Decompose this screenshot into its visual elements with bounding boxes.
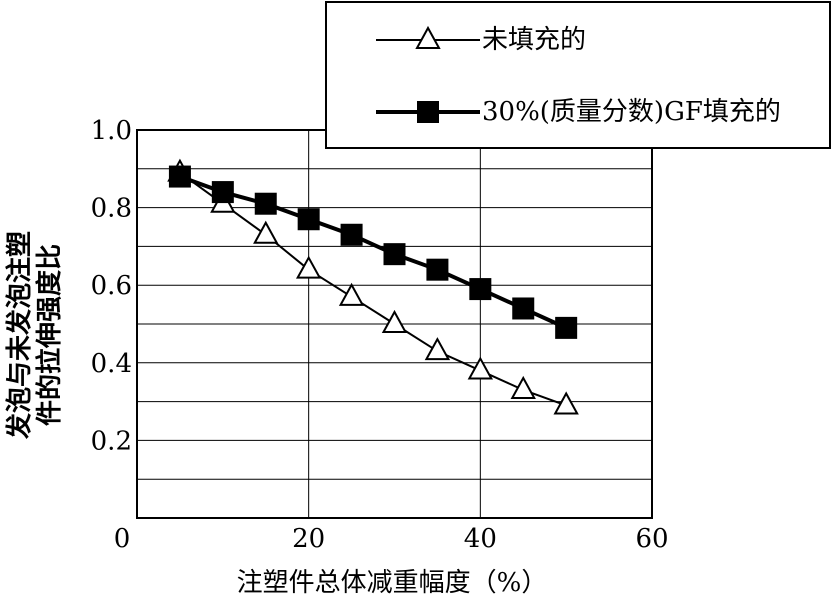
series-2 xyxy=(168,165,578,339)
legend-label-gf: 30%(质量分数)GF填充的 xyxy=(482,97,781,127)
data-point-triangle xyxy=(295,255,322,279)
tick-layer: 0 20 40 60 0.2 0.4 0.6 0.8 1.0 xyxy=(91,116,669,554)
series-line xyxy=(179,171,567,407)
data-point-triangle xyxy=(381,309,408,333)
legend: 未填充的 30%(质量分数)GF填充的 xyxy=(325,1,831,149)
data-point-square xyxy=(555,316,578,339)
x-axis-label: 注塑件总体减重幅度（%） xyxy=(237,568,548,598)
data-point-square xyxy=(469,278,492,301)
data-point-triangle xyxy=(553,391,579,415)
data-point-square xyxy=(168,165,191,188)
data-point-square xyxy=(512,297,535,320)
legend-label-unfilled: 未填充的 xyxy=(482,25,586,55)
y-tick-label: 0.6 xyxy=(91,271,132,301)
data-point-triangle xyxy=(253,220,279,244)
data-point-square xyxy=(383,243,406,266)
y-axis-label-line-2: 件的拉伸强度比 xyxy=(34,244,65,426)
data-point-triangle xyxy=(338,282,365,306)
y-axis-label-line-1: 发泡与未发泡注塑 xyxy=(4,231,35,440)
x-tick-label: 0 xyxy=(114,524,131,554)
data-point-triangle xyxy=(510,375,536,399)
series-layer xyxy=(167,158,579,415)
data-point-square xyxy=(340,223,363,246)
legend-box xyxy=(325,1,831,149)
y-tick-label: 1.0 xyxy=(91,116,132,146)
data-point-square xyxy=(254,192,277,215)
legend-marker-unfilled xyxy=(415,25,441,49)
x-tick-label: 40 xyxy=(464,524,497,554)
data-point-triangle xyxy=(424,337,451,361)
y-tick-label: 0.2 xyxy=(91,426,132,456)
data-point-triangle xyxy=(467,356,494,380)
y-tick-label: 0.4 xyxy=(91,349,132,379)
legend-marker-gf xyxy=(417,101,439,123)
data-point-square xyxy=(211,181,234,204)
y-tick-label: 0.8 xyxy=(91,194,132,224)
x-tick-label: 20 xyxy=(292,524,325,554)
data-point-square xyxy=(426,258,449,281)
series-line xyxy=(179,174,567,330)
x-tick-label: 60 xyxy=(635,524,668,554)
y-axis-label: 发泡与未发泡注塑 件的拉伸强度比 xyxy=(4,231,65,440)
data-point-square xyxy=(297,208,320,231)
